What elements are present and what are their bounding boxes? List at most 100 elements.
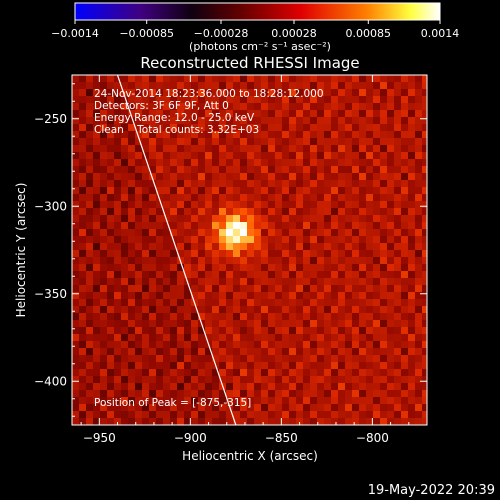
- heatmap-cell: [163, 341, 170, 348]
- heatmap-cell: [93, 236, 100, 243]
- heatmap-cell: [184, 313, 191, 320]
- heatmap-cell: [324, 110, 331, 117]
- heatmap-cell: [352, 131, 359, 138]
- heatmap-cell: [114, 124, 121, 131]
- heatmap-cell: [331, 82, 338, 89]
- heatmap-cell: [184, 173, 191, 180]
- heatmap-cell: [163, 404, 170, 411]
- heatmap-cell: [394, 271, 401, 278]
- heatmap-cell: [345, 208, 352, 215]
- heatmap-cell: [184, 89, 191, 96]
- heatmap-cell: [149, 390, 156, 397]
- heatmap-cell: [296, 215, 303, 222]
- heatmap-cell: [184, 292, 191, 299]
- heatmap-cell: [212, 229, 219, 236]
- heatmap-cell: [310, 397, 317, 404]
- heatmap-cell: [107, 194, 114, 201]
- heatmap-cell: [156, 222, 163, 229]
- heatmap-cell: [240, 117, 247, 124]
- heatmap-cell: [114, 159, 121, 166]
- heatmap-cell: [394, 320, 401, 327]
- heatmap-cell: [408, 355, 415, 362]
- heatmap-cell: [373, 229, 380, 236]
- heatmap-cell: [163, 299, 170, 306]
- heatmap-cell: [338, 285, 345, 292]
- heatmap-cell: [296, 138, 303, 145]
- heatmap-cell: [212, 411, 219, 418]
- heatmap-cell: [191, 362, 198, 369]
- heatmap-cell: [317, 418, 324, 425]
- heatmap-cell: [373, 397, 380, 404]
- heatmap-cell: [135, 145, 142, 152]
- heatmap-cell: [79, 292, 86, 299]
- heatmap-cell: [107, 103, 114, 110]
- heatmap-cell: [317, 243, 324, 250]
- heatmap-cell: [415, 215, 422, 222]
- heatmap-cell: [205, 222, 212, 229]
- heatmap-cell: [93, 320, 100, 327]
- heatmap-cell: [415, 271, 422, 278]
- heatmap-cell: [107, 187, 114, 194]
- heatmap-cell: [121, 313, 128, 320]
- colorbar-tick-label: 0.00028: [271, 27, 317, 40]
- heatmap-cell: [345, 257, 352, 264]
- heatmap-cell: [191, 320, 198, 327]
- heatmap-cell: [331, 187, 338, 194]
- heatmap-cell: [93, 418, 100, 425]
- heatmap-cell: [135, 243, 142, 250]
- heatmap-cell: [247, 313, 254, 320]
- heatmap-cell: [233, 285, 240, 292]
- heatmap-cell: [191, 173, 198, 180]
- heatmap-cell: [324, 320, 331, 327]
- heatmap-cell: [107, 229, 114, 236]
- heatmap-cell: [296, 166, 303, 173]
- heatmap-cell: [296, 299, 303, 306]
- heatmap-cell: [212, 306, 219, 313]
- heatmap-cell: [219, 313, 226, 320]
- heatmap-cell: [310, 285, 317, 292]
- heatmap-cell: [289, 313, 296, 320]
- heatmap-cell: [156, 166, 163, 173]
- heatmap-cell: [247, 124, 254, 131]
- heatmap-cell: [226, 138, 233, 145]
- heatmap-cell: [275, 103, 282, 110]
- heatmap-cell: [359, 320, 366, 327]
- heatmap-cell: [212, 278, 219, 285]
- heatmap-cell: [191, 285, 198, 292]
- heatmap-cell: [72, 390, 79, 397]
- heatmap-cell: [254, 236, 261, 243]
- heatmap-cell: [310, 327, 317, 334]
- heatmap-cell: [226, 376, 233, 383]
- heatmap-cell: [317, 82, 324, 89]
- heatmap-cell: [219, 355, 226, 362]
- heatmap-cell: [366, 327, 373, 334]
- heatmap-cell: [338, 131, 345, 138]
- heatmap-cell: [212, 89, 219, 96]
- heatmap-cell: [415, 327, 422, 334]
- heatmap-cell: [72, 236, 79, 243]
- heatmap-cell: [380, 320, 387, 327]
- heatmap-cell: [79, 236, 86, 243]
- heatmap-cell: [415, 404, 422, 411]
- heatmap-cell: [156, 145, 163, 152]
- heatmap-cell: [107, 124, 114, 131]
- heatmap-cell: [79, 145, 86, 152]
- heatmap-cell: [282, 418, 289, 425]
- heatmap-cell: [387, 369, 394, 376]
- colorbar: [74, 2, 441, 21]
- heatmap-cell: [170, 278, 177, 285]
- heatmap-cell: [338, 418, 345, 425]
- heatmap-cell: [121, 159, 128, 166]
- heatmap-cell: [191, 201, 198, 208]
- heatmap-cell: [268, 327, 275, 334]
- heatmap-cell: [289, 292, 296, 299]
- heatmap-cell: [149, 117, 156, 124]
- heatmap-cell: [170, 411, 177, 418]
- heatmap-cell: [184, 383, 191, 390]
- heatmap-cell: [247, 96, 254, 103]
- heatmap-cell: [289, 306, 296, 313]
- heatmap-cell: [408, 215, 415, 222]
- heatmap-cell: [177, 404, 184, 411]
- heatmap-cell: [191, 250, 198, 257]
- heatmap-cell: [261, 180, 268, 187]
